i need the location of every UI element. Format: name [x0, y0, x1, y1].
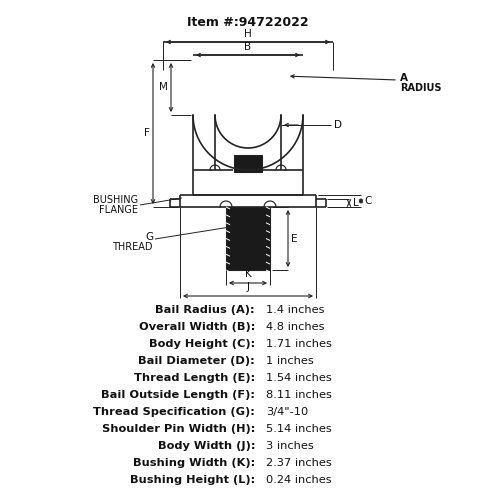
Text: Thread Specification (G):: Thread Specification (G):	[93, 407, 255, 417]
Text: J: J	[246, 282, 250, 292]
Text: Shoulder Pin Width (H):: Shoulder Pin Width (H):	[102, 424, 255, 434]
Text: Bail Outside Length (F):: Bail Outside Length (F):	[101, 390, 255, 400]
Text: Body Width (J):: Body Width (J):	[158, 441, 255, 451]
Bar	[226, 207, 270, 270]
Text: 1.4 inches: 1.4 inches	[266, 305, 324, 315]
Text: 1.54 inches: 1.54 inches	[266, 373, 332, 383]
Text: 4.8 inches: 4.8 inches	[266, 322, 324, 332]
Text: H: H	[244, 29, 252, 39]
Text: Bushing Height (L):: Bushing Height (L):	[130, 475, 255, 485]
Bar	[234, 155, 262, 172]
Text: B: B	[244, 42, 252, 52]
Text: 0.24 inches: 0.24 inches	[266, 475, 332, 485]
Text: Overall Width (B):: Overall Width (B):	[138, 322, 255, 332]
Text: Bushing Width (K):: Bushing Width (K):	[133, 458, 255, 468]
Text: FLANGE: FLANGE	[99, 205, 138, 215]
Text: C: C	[364, 196, 372, 206]
Text: K: K	[244, 269, 252, 279]
Text: 2.37 inches: 2.37 inches	[266, 458, 332, 468]
Text: Body Height (C):: Body Height (C):	[149, 339, 255, 349]
Text: THREAD: THREAD	[112, 242, 153, 252]
Text: Bail Diameter (D):: Bail Diameter (D):	[138, 356, 255, 366]
Text: A: A	[400, 73, 408, 83]
Text: 1.71 inches: 1.71 inches	[266, 339, 332, 349]
Text: 5.14 inches: 5.14 inches	[266, 424, 332, 434]
Text: 3/4"-10: 3/4"-10	[266, 407, 308, 417]
Text: L: L	[353, 198, 359, 208]
Text: D: D	[334, 120, 342, 130]
Text: E: E	[291, 234, 298, 243]
Text: Bail Radius (A):: Bail Radius (A):	[156, 305, 255, 315]
Text: Item #:94722022: Item #:94722022	[187, 16, 309, 28]
Text: Thread Length (E):: Thread Length (E):	[134, 373, 255, 383]
Text: 1 inches: 1 inches	[266, 356, 314, 366]
Text: M: M	[159, 82, 168, 92]
Text: F: F	[144, 128, 150, 138]
Text: G: G	[145, 232, 153, 242]
Text: BUSHING: BUSHING	[93, 195, 138, 205]
Text: RADIUS: RADIUS	[400, 83, 442, 93]
Text: 8.11 inches: 8.11 inches	[266, 390, 332, 400]
Text: 3 inches: 3 inches	[266, 441, 314, 451]
